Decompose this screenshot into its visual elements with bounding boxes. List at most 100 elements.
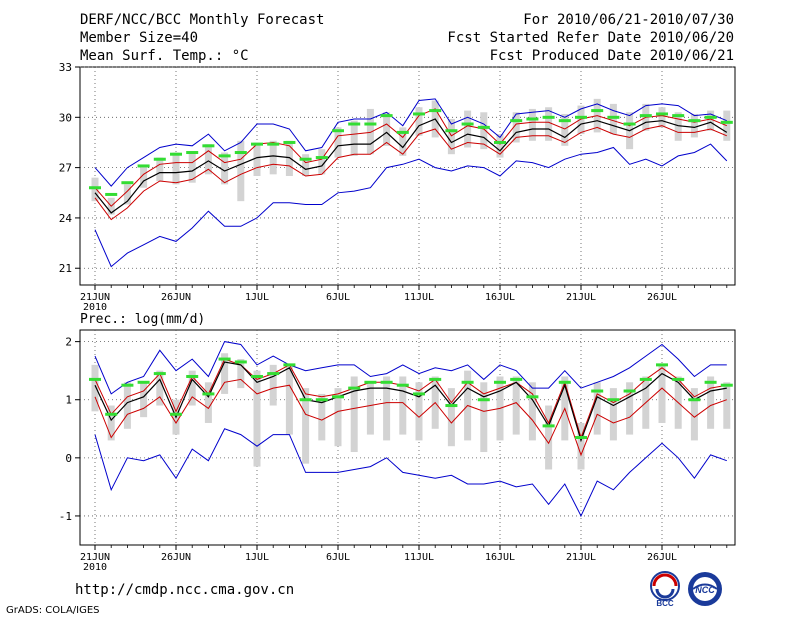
green-bar-marker bbox=[607, 398, 620, 402]
green-bar-marker bbox=[315, 398, 328, 402]
x-tick-label: 21JUN bbox=[80, 552, 110, 563]
spread-box bbox=[545, 107, 553, 141]
spread-box bbox=[237, 140, 245, 202]
plot-frame bbox=[79, 329, 736, 546]
forecast-period: For 2010/06/21-2010/07/30 bbox=[523, 12, 734, 28]
green-bar-marker bbox=[720, 383, 733, 387]
green-bar-marker bbox=[639, 114, 652, 118]
spread-box bbox=[658, 107, 666, 128]
spread-box bbox=[464, 110, 472, 148]
y-tick-label: 27 bbox=[59, 162, 72, 175]
spread-box bbox=[140, 382, 148, 418]
spread-box bbox=[415, 382, 423, 441]
spread-box bbox=[496, 134, 504, 158]
green-bar-marker bbox=[575, 436, 587, 439]
spread-box bbox=[221, 152, 229, 185]
x-tick-label: 11JUL bbox=[404, 292, 434, 303]
green-bar-marker bbox=[299, 157, 312, 161]
spread-box bbox=[156, 370, 164, 406]
spread-box bbox=[577, 105, 585, 135]
x-year-label: 2010 bbox=[83, 562, 107, 573]
x-tick-label: 6JUL bbox=[326, 552, 350, 563]
spread-box bbox=[91, 364, 99, 412]
green-bar-marker bbox=[364, 380, 377, 384]
green-bar-marker bbox=[413, 392, 425, 396]
series-line-max bbox=[94, 98, 727, 187]
spread-box bbox=[415, 107, 423, 136]
green-bar-marker bbox=[267, 372, 280, 376]
green-bar-marker bbox=[542, 424, 555, 428]
green-bar-marker bbox=[429, 109, 442, 113]
green-bar-marker bbox=[267, 142, 280, 146]
green-bar-marker bbox=[623, 389, 636, 393]
series-line-p25 bbox=[94, 125, 727, 221]
green-bar-marker bbox=[234, 360, 247, 364]
green-bar-marker bbox=[380, 380, 393, 384]
green-bar-marker bbox=[348, 122, 361, 126]
grads-credit: GrADS: COLA/IGES bbox=[6, 605, 100, 616]
green-bar-marker bbox=[558, 380, 571, 384]
spread-box bbox=[302, 154, 310, 176]
spread-box bbox=[707, 376, 715, 429]
spread-box bbox=[123, 184, 131, 205]
green-bar-marker bbox=[672, 114, 685, 118]
x-tick-label: 26JUN bbox=[161, 292, 191, 303]
green-bar-marker bbox=[396, 383, 409, 387]
green-bar-marker bbox=[89, 377, 101, 381]
spread-box bbox=[204, 144, 212, 175]
chart-title: DERF/NCC/BCC Monthly Forecast bbox=[80, 12, 325, 28]
green-bar-marker bbox=[461, 380, 474, 384]
x-tick-label: 21JUL bbox=[566, 292, 596, 303]
green-bar-marker bbox=[494, 380, 506, 384]
green-bar-marker bbox=[510, 119, 523, 123]
y-tick-label: 1 bbox=[65, 394, 72, 407]
x-year-label: 2010 bbox=[83, 302, 107, 313]
produced-date: Fcst Produced Date 2010/06/21 bbox=[489, 48, 734, 64]
series-line-min bbox=[94, 428, 727, 518]
spread-box bbox=[690, 388, 698, 441]
series-line-mean bbox=[94, 118, 728, 214]
spread-box bbox=[383, 112, 391, 146]
x-tick-label: 21JUL bbox=[566, 552, 596, 563]
green-bar-marker bbox=[364, 122, 377, 126]
green-bar-marker bbox=[413, 112, 425, 116]
y-tick-label: 30 bbox=[59, 111, 72, 124]
spread-box bbox=[285, 140, 293, 176]
spread-box bbox=[626, 382, 634, 435]
x-tick-label: 21JUN bbox=[80, 292, 110, 303]
green-bar-marker bbox=[332, 129, 344, 133]
green-bar-marker bbox=[445, 404, 458, 408]
spread-box bbox=[447, 388, 455, 447]
green-bar-marker bbox=[234, 151, 247, 155]
green-bar-marker bbox=[348, 386, 361, 390]
y-tick-label: 33 bbox=[59, 61, 72, 74]
green-bar-marker bbox=[526, 395, 539, 399]
x-tick-label: 1JUL bbox=[245, 292, 269, 303]
spread-box bbox=[91, 177, 99, 202]
svg-text:BCC: BCC bbox=[656, 599, 674, 608]
green-bar-marker bbox=[623, 122, 636, 126]
spread-box bbox=[707, 110, 715, 131]
y-tick-label: 24 bbox=[59, 212, 73, 225]
series-line-p25 bbox=[94, 378, 727, 457]
spread-box bbox=[269, 140, 277, 175]
spread-box bbox=[237, 359, 245, 389]
green-bar-marker bbox=[672, 377, 685, 381]
green-bar-marker bbox=[202, 144, 215, 148]
green-bar-marker bbox=[105, 412, 118, 416]
spread-box bbox=[269, 364, 277, 406]
green-bar-marker bbox=[315, 156, 328, 160]
x-tick-label: 26JUL bbox=[647, 292, 677, 303]
green-bar-marker bbox=[607, 115, 620, 119]
green-bar-marker bbox=[121, 383, 134, 387]
x-tick-label: 1JUL bbox=[245, 552, 269, 563]
spread-box bbox=[140, 165, 148, 188]
green-bar-marker bbox=[477, 398, 490, 402]
spread-box bbox=[528, 382, 536, 441]
green-bar-marker bbox=[575, 115, 587, 119]
spread-box bbox=[188, 152, 196, 183]
spread-box bbox=[204, 382, 212, 423]
green-bar-marker bbox=[251, 374, 263, 378]
spread-box bbox=[188, 370, 196, 406]
source-url[interactable]: http://cmdp.ncc.cma.gov.cn bbox=[75, 582, 295, 598]
